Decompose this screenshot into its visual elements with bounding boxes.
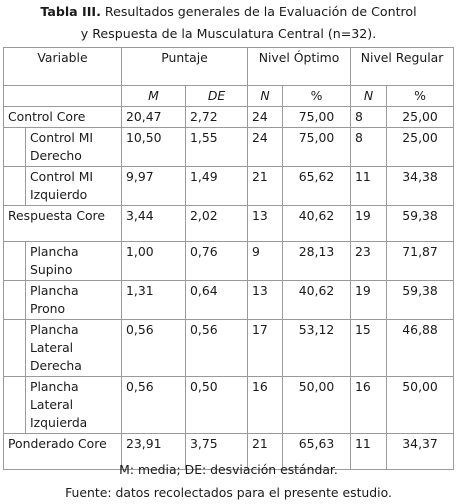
cell-pct-optimo: 50,00 [282,376,352,434]
header-variable: Variable [2,47,123,86]
cell-n-regular: 8 [350,106,388,128]
cell-pct-regular: 34,37 [386,433,455,470]
caption-text-1: Resultados generales de la Evaluación de… [100,4,417,19]
cell-de: 1,49 [185,166,249,206]
cell-variable: Respuesta Core [2,205,123,242]
table-row: Respuesta Core 3,44 2,02 13 40,62 19 59,38 [2,205,455,242]
header-n-regular: N [350,85,388,107]
cell-pct-regular: 46,88 [386,319,455,377]
cell-m: 23,91 [121,433,187,470]
cell-n-regular: 19 [350,205,388,242]
indent-cell [3,376,26,434]
cell-pct-regular: 25,00 [386,106,455,128]
cell-pct-regular: 71,87 [386,241,455,281]
cell-n-optimo: 21 [247,166,284,206]
cell-m: 9,97 [121,166,187,206]
cell-de: 0,56 [185,319,249,377]
results-table: Variable Puntaje Nivel Óptimo Nivel Regu… [2,47,455,470]
cell-de: 0,50 [185,376,249,434]
header-nivel-optimo: Nivel Óptimo [247,47,352,86]
header-puntaje: Puntaje [121,47,249,86]
cell-m: 1,31 [121,280,187,320]
cell-n-optimo: 24 [247,127,284,167]
header-row-2: M DE N % N % [2,85,455,107]
cell-n-optimo: 13 [247,205,284,242]
cell-m: 3,44 [121,205,187,242]
cell-pct-optimo: 53,12 [282,319,352,377]
cell-de: 2,72 [185,106,249,128]
table-caption: Tabla III. Resultados generales de la Ev… [0,0,457,45]
header-m: M [121,85,187,107]
indent-cell [3,166,26,206]
cell-pct-optimo: 28,13 [282,241,352,281]
cell-m: 10,50 [121,127,187,167]
cell-de: 2,02 [185,205,249,242]
cell-pct-regular: 59,38 [386,205,455,242]
cell-de: 0,64 [185,280,249,320]
indent-cell [3,280,26,320]
cell-pct-regular: 34,38 [386,166,455,206]
cell-de: 0,76 [185,241,249,281]
table-row: Plancha Supino 1,00 0,76 9 28,13 23 71,87 [3,241,455,281]
table-row: Control MI Izquierdo 9,97 1,49 21 65,62 11 34,… [3,166,455,206]
cell-variable: Plancha Lateral Izquierda [24,376,123,434]
cell-de: 3,75 [185,433,249,470]
cell-n-optimo: 16 [247,376,284,434]
table-row: Control Core 20,47 2,72 24 75,00 8 25,00 [2,106,455,128]
cell-pct-optimo: 40,62 [282,280,352,320]
note-abbreviations: M: media; DE: desviación estándar. [119,462,338,477]
cell-variable: Control MI Izquierdo [24,166,123,206]
table-row: Plancha Lateral Derecha 0,56 0,56 17 53,12 15… [3,319,455,377]
indent-cell [3,241,26,281]
table-body: Control Core 20,47 2,72 24 75,00 8 25,00 Contro… [2,106,455,470]
cell-n-optimo: 24 [247,106,284,128]
cell-n-regular: 16 [350,376,388,434]
cell-n-regular: 15 [350,319,388,377]
cell-m: 20,47 [121,106,187,128]
caption-line-1: Tabla III. Resultados generales de la Ev… [0,1,457,23]
cell-m: 0,56 [121,319,187,377]
cell-n-regular: 19 [350,280,388,320]
cell-m: 1,00 [121,241,187,281]
indent-cell [3,127,26,167]
cell-variable: Plancha Prono [24,280,123,320]
cell-variable: Plancha Supino [24,241,123,281]
cell-m: 0,56 [121,376,187,434]
header-n-optimo: N [247,85,284,107]
header-variable-blank [2,85,123,107]
cell-variable: Plancha Lateral Derecha [24,319,123,377]
cell-pct-optimo: 75,00 [282,106,352,128]
table-row: Control MI Derecho 10,50 1,55 24 75,00 8 25,00 [3,127,455,167]
note-source: Fuente: datos recolectados para el prese… [65,485,392,500]
cell-n-optimo: 13 [247,280,284,320]
cell-pct-regular: 59,38 [386,280,455,320]
cell-variable: Control MI Derecho [24,127,123,167]
header-row-1: Variable Puntaje Nivel Óptimo Nivel Regu… [2,47,455,86]
cell-pct-optimo: 75,00 [282,127,352,167]
table-row: Ponderado Core 23,91 3,75 21 65,63 11 34,37 [2,433,455,470]
cell-n-regular: 11 [350,166,388,206]
table-notes: M: media; DE: desviación estándar. Fuent… [0,458,457,504]
cell-de: 1,55 [185,127,249,167]
header-nivel-regular: Nivel Regular [350,47,455,86]
cell-pct-optimo: 40,62 [282,205,352,242]
cell-pct-regular: 25,00 [386,127,455,167]
caption-label: Tabla III. [40,4,101,19]
cell-n-optimo: 17 [247,319,284,377]
table-row: Plancha Prono 1,31 0,64 13 40,62 19 59,38 [3,280,455,320]
cell-n-regular: 23 [350,241,388,281]
header-pct-optimo: % [282,85,352,107]
cell-variable: Ponderado Core [2,433,123,470]
cell-n-optimo: 21 [247,433,284,470]
cell-pct-regular: 50,00 [386,376,455,434]
header-de: DE [185,85,249,107]
cell-n-optimo: 9 [247,241,284,281]
header-pct-regular: % [386,85,455,107]
table-row: Plancha Lateral Izquierda 0,56 0,50 16 50,00… [3,376,455,434]
cell-n-regular: 8 [350,127,388,167]
cell-pct-optimo: 65,62 [282,166,352,206]
caption-line-2: y Respuesta de la Musculatura Central (n… [80,26,377,41]
indent-cell [3,319,26,377]
cell-variable: Control Core [2,106,123,128]
